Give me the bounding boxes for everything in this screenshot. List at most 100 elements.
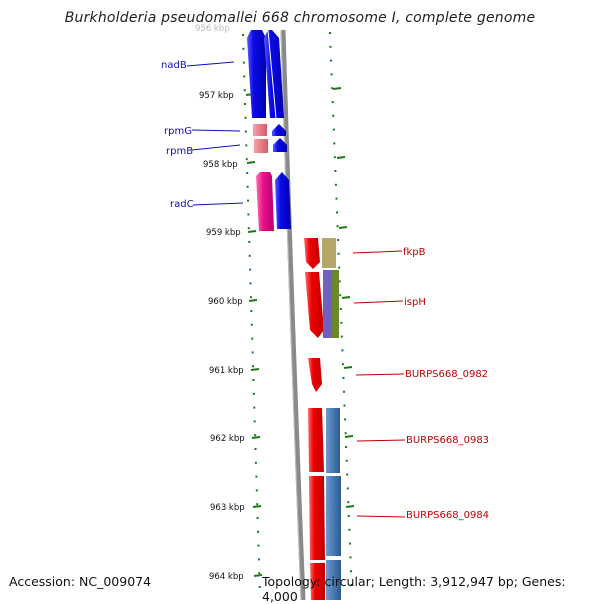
scale-dot — [258, 572, 261, 575]
scale-dot — [347, 515, 350, 517]
kbp-label-963: 963 kbp — [210, 503, 245, 513]
scale-dot — [245, 144, 248, 147]
gene-0983-cds[interactable] — [308, 408, 324, 472]
scale-dot — [249, 296, 252, 299]
scale-dot — [334, 183, 337, 186]
scale-dot — [350, 570, 352, 573]
gene-nadB-inner[interactable] — [264, 29, 284, 119]
scale-dot — [333, 156, 336, 159]
tick-961 — [250, 368, 260, 371]
scale-dot — [339, 294, 342, 297]
scale-dot — [348, 542, 351, 545]
scale-dot — [258, 586, 261, 588]
gene-fkpB-cds[interactable] — [304, 238, 320, 269]
scale-dot — [340, 335, 343, 338]
gene-radC-pink[interactable] — [256, 172, 274, 231]
feature-ispH-purple[interactable] — [323, 270, 332, 338]
gene-rpmG-cds[interactable] — [272, 124, 286, 136]
scale-dot — [346, 473, 349, 476]
scale-dot — [343, 390, 345, 393]
scale-dot — [338, 280, 341, 283]
tick-960 — [248, 299, 258, 302]
scale-dot — [350, 584, 353, 586]
scale-dot — [244, 130, 247, 133]
scale-dot — [332, 128, 335, 131]
feature-ispH-green[interactable] — [332, 270, 339, 338]
scale-dot — [256, 517, 259, 519]
kbp-label-960: 960 kbp — [208, 297, 243, 307]
gene-bottom-cds[interactable] — [310, 563, 325, 600]
scale-dot — [252, 379, 255, 381]
scale-dot — [338, 266, 341, 269]
scale-dot — [333, 142, 336, 145]
gene-0984-cds[interactable] — [309, 476, 325, 560]
feature-fkpB-olive[interactable] — [322, 238, 336, 268]
gene-radC-cds[interactable] — [275, 172, 291, 229]
scale-dot — [341, 349, 344, 352]
scale-dot — [252, 365, 254, 368]
scale-dot — [243, 75, 246, 78]
left-scale-dots — [242, 34, 261, 588]
label-radC[interactable]: radC — [170, 199, 194, 210]
scale-dot — [257, 530, 259, 533]
scale-dot — [343, 404, 346, 407]
scale-dot — [337, 239, 340, 241]
accession-text: Accession: NC_009074 — [9, 574, 152, 589]
scale-dot — [348, 528, 351, 531]
kbp-label-964: 964 kbp — [209, 572, 244, 582]
scale-dot — [251, 351, 254, 354]
tick-964 — [253, 574, 263, 577]
scale-dot — [257, 558, 260, 561]
scale-dot — [337, 252, 340, 255]
scale-dot — [331, 87, 334, 90]
scale-dot — [332, 114, 335, 117]
feature-0983-blue[interactable] — [326, 408, 340, 473]
scale-dot — [339, 308, 342, 310]
gene-rpmG-rna[interactable] — [253, 124, 267, 136]
kbp-label-961: 961 kbp — [209, 366, 244, 376]
label-burps0984[interactable]: BURPS668_0984 — [406, 510, 489, 521]
gene-rpmB-rna[interactable] — [254, 139, 268, 153]
right-major-ticks — [332, 87, 355, 508]
kbp-label-959: 959 kbp — [206, 228, 241, 238]
scale-dot — [330, 73, 333, 76]
scale-dot — [248, 241, 251, 243]
feature-bottom-blue[interactable] — [326, 560, 341, 600]
label-rpmG[interactable]: rpmG — [164, 126, 192, 137]
scale-dot — [344, 418, 347, 421]
gene-rpmB-cds[interactable] — [273, 138, 287, 152]
kbp-label-956: 956 kbp — [195, 24, 230, 34]
label-burps0982[interactable]: BURPS668_0982 — [405, 369, 488, 380]
scale-dot — [255, 475, 258, 478]
scale-dot — [249, 268, 252, 271]
tick-963 — [252, 505, 262, 508]
label-ispH[interactable]: ispH — [404, 297, 426, 308]
gene-nadB-outer[interactable] — [247, 30, 266, 118]
scale-dot — [247, 213, 250, 216]
scale-dot — [347, 501, 350, 504]
label-burps0983[interactable]: BURPS668_0983 — [406, 435, 489, 446]
scale-dot — [248, 254, 251, 257]
scale-dot — [245, 158, 248, 161]
gene-0982-cds[interactable] — [308, 358, 322, 392]
scale-dot — [331, 101, 334, 103]
scale-dot — [253, 420, 256, 423]
feature-0984-blue[interactable] — [326, 476, 341, 556]
scale-dot — [244, 116, 247, 119]
label-fkpB[interactable]: fkpB — [403, 247, 426, 258]
scale-dot — [336, 225, 339, 228]
scale-dot — [342, 377, 345, 379]
scale-dot — [349, 556, 352, 559]
label-rpmB[interactable]: rpmB — [166, 146, 193, 157]
scale-dot — [329, 32, 331, 34]
scale-dot — [253, 406, 256, 409]
label-nadB[interactable]: nadB — [161, 60, 187, 71]
gene-ispH-cds[interactable] — [305, 272, 324, 338]
scale-dot — [329, 45, 332, 48]
tick-959 — [247, 230, 257, 233]
scale-dot — [246, 185, 249, 188]
kbp-label-962: 962 kbp — [210, 434, 245, 444]
scale-dot — [257, 544, 260, 547]
